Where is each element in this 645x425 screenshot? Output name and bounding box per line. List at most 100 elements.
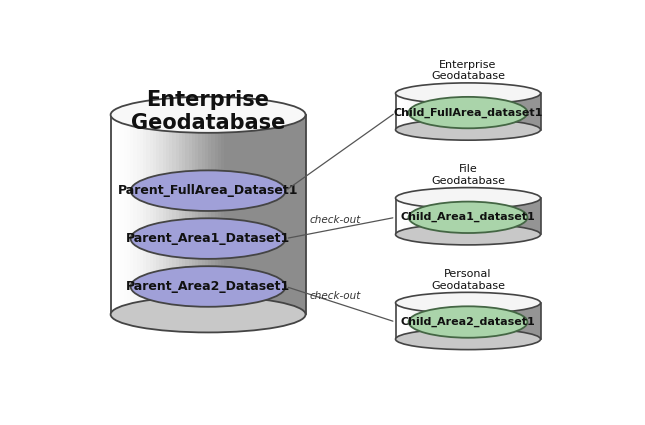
FancyBboxPatch shape [247, 115, 250, 314]
FancyBboxPatch shape [188, 115, 192, 314]
FancyBboxPatch shape [124, 115, 127, 314]
FancyBboxPatch shape [205, 115, 208, 314]
Ellipse shape [110, 297, 306, 332]
FancyBboxPatch shape [497, 303, 500, 339]
Text: File
Geodatabase: File Geodatabase [431, 164, 505, 186]
FancyBboxPatch shape [515, 94, 517, 130]
FancyBboxPatch shape [299, 115, 303, 314]
FancyBboxPatch shape [228, 115, 231, 314]
FancyBboxPatch shape [399, 198, 401, 235]
FancyBboxPatch shape [293, 115, 296, 314]
Ellipse shape [408, 97, 528, 128]
FancyBboxPatch shape [137, 115, 140, 314]
FancyBboxPatch shape [468, 198, 471, 235]
FancyBboxPatch shape [494, 303, 497, 339]
FancyBboxPatch shape [442, 303, 445, 339]
Ellipse shape [408, 306, 528, 338]
FancyBboxPatch shape [462, 303, 465, 339]
FancyBboxPatch shape [159, 115, 163, 314]
FancyBboxPatch shape [503, 198, 506, 235]
FancyBboxPatch shape [523, 303, 526, 339]
FancyBboxPatch shape [433, 303, 436, 339]
FancyBboxPatch shape [529, 303, 532, 339]
FancyBboxPatch shape [199, 115, 202, 314]
Ellipse shape [408, 201, 528, 233]
FancyBboxPatch shape [143, 115, 146, 314]
FancyBboxPatch shape [451, 303, 453, 339]
FancyBboxPatch shape [121, 115, 124, 314]
FancyBboxPatch shape [535, 303, 538, 339]
FancyBboxPatch shape [439, 94, 442, 130]
FancyBboxPatch shape [263, 115, 266, 314]
FancyBboxPatch shape [503, 94, 506, 130]
FancyBboxPatch shape [511, 94, 515, 130]
FancyBboxPatch shape [538, 198, 541, 235]
FancyBboxPatch shape [266, 115, 270, 314]
FancyBboxPatch shape [465, 303, 468, 339]
FancyBboxPatch shape [413, 303, 416, 339]
FancyBboxPatch shape [445, 303, 448, 339]
FancyBboxPatch shape [404, 303, 407, 339]
FancyBboxPatch shape [241, 115, 244, 314]
FancyBboxPatch shape [419, 303, 422, 339]
FancyBboxPatch shape [457, 94, 459, 130]
FancyBboxPatch shape [436, 198, 439, 235]
Ellipse shape [395, 292, 541, 313]
FancyBboxPatch shape [509, 303, 511, 339]
FancyBboxPatch shape [468, 94, 471, 130]
FancyBboxPatch shape [482, 94, 486, 130]
FancyBboxPatch shape [506, 303, 509, 339]
FancyBboxPatch shape [468, 303, 471, 339]
FancyBboxPatch shape [253, 115, 257, 314]
FancyBboxPatch shape [500, 94, 503, 130]
FancyBboxPatch shape [244, 115, 247, 314]
FancyBboxPatch shape [497, 94, 500, 130]
FancyBboxPatch shape [471, 198, 474, 235]
FancyBboxPatch shape [453, 198, 457, 235]
FancyBboxPatch shape [399, 303, 401, 339]
FancyBboxPatch shape [486, 198, 488, 235]
FancyBboxPatch shape [303, 115, 306, 314]
FancyBboxPatch shape [401, 303, 404, 339]
FancyBboxPatch shape [273, 115, 276, 314]
FancyBboxPatch shape [529, 198, 532, 235]
FancyBboxPatch shape [404, 198, 407, 235]
FancyBboxPatch shape [422, 303, 424, 339]
FancyBboxPatch shape [526, 303, 529, 339]
FancyBboxPatch shape [448, 198, 451, 235]
FancyBboxPatch shape [532, 303, 535, 339]
FancyBboxPatch shape [430, 198, 433, 235]
FancyBboxPatch shape [457, 198, 459, 235]
FancyBboxPatch shape [404, 94, 407, 130]
FancyBboxPatch shape [436, 94, 439, 130]
Ellipse shape [130, 266, 286, 307]
FancyBboxPatch shape [459, 303, 462, 339]
FancyBboxPatch shape [500, 303, 503, 339]
FancyBboxPatch shape [153, 115, 156, 314]
FancyBboxPatch shape [422, 94, 424, 130]
FancyBboxPatch shape [221, 115, 224, 314]
FancyBboxPatch shape [416, 303, 419, 339]
FancyBboxPatch shape [482, 198, 486, 235]
FancyBboxPatch shape [114, 115, 117, 314]
FancyBboxPatch shape [477, 94, 480, 130]
FancyBboxPatch shape [182, 115, 185, 314]
FancyBboxPatch shape [465, 94, 468, 130]
FancyBboxPatch shape [471, 94, 474, 130]
FancyBboxPatch shape [276, 115, 279, 314]
FancyBboxPatch shape [218, 115, 221, 314]
FancyBboxPatch shape [529, 94, 532, 130]
FancyBboxPatch shape [260, 115, 263, 314]
FancyBboxPatch shape [471, 303, 474, 339]
FancyBboxPatch shape [439, 303, 442, 339]
FancyBboxPatch shape [509, 94, 511, 130]
Ellipse shape [395, 83, 541, 104]
FancyBboxPatch shape [506, 94, 509, 130]
FancyBboxPatch shape [419, 198, 422, 235]
FancyBboxPatch shape [428, 94, 430, 130]
FancyBboxPatch shape [491, 198, 494, 235]
FancyBboxPatch shape [491, 94, 494, 130]
FancyBboxPatch shape [532, 94, 535, 130]
FancyBboxPatch shape [192, 115, 195, 314]
FancyBboxPatch shape [212, 115, 215, 314]
